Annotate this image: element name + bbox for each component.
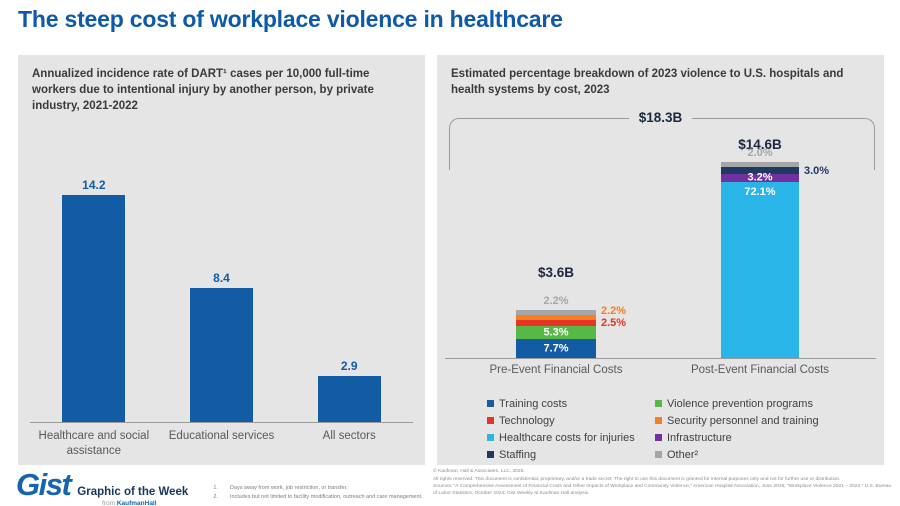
- legend-item: Security personnel and training: [655, 412, 819, 429]
- legend-label: Healthcare costs for injuries: [499, 431, 635, 444]
- right-chart-panel: Estimated percentage breakdown of 2023 v…: [437, 55, 884, 465]
- bar-segment: 7.7%: [516, 339, 596, 359]
- gist-logo: Gist: [16, 467, 72, 502]
- segment-label-above: 2.0%: [747, 147, 773, 160]
- stacked-bar-column: $3.6B 2.2% 5.3% 7.7% 2.5% 2.2%: [516, 265, 626, 359]
- legend-item: Infrastructure: [655, 429, 819, 446]
- bar-column: 2.9: [285, 359, 413, 423]
- legend-swatch: [655, 400, 662, 408]
- bar-value-label: 8.4: [213, 271, 230, 286]
- bar-segment: [721, 167, 799, 175]
- bar: [190, 288, 253, 423]
- bar-segment: [516, 309, 596, 316]
- fineprint-line: Sources: “A Comprehensive Assessment of …: [433, 484, 892, 496]
- bar: [62, 195, 126, 423]
- legend-swatch: [655, 451, 662, 459]
- category-label: Healthcare and social assistance: [38, 430, 150, 458]
- segment-label-right: 2.2%: [601, 305, 627, 318]
- category-label: All sectors: [322, 430, 376, 443]
- bar: [317, 376, 381, 423]
- legend-swatch: [487, 400, 494, 408]
- legend-label: Technology: [499, 414, 555, 427]
- segment-label-right: 2.5%: [601, 317, 627, 330]
- right-chart-header: Estimated percentage breakdown of 2023 v…: [451, 68, 844, 97]
- legend-item: Technology: [487, 412, 655, 429]
- left-chart-bars: 14.2 8.4 2.9: [30, 138, 413, 424]
- legend-swatch: [655, 434, 662, 442]
- legend-swatch: [487, 434, 494, 442]
- segment-label-above: 2.2%: [543, 294, 569, 307]
- copyright-sources: © Kaufman, Hall & Associates, LLC, 2025.…: [433, 469, 893, 498]
- segment-label: 7.7%: [543, 342, 569, 355]
- bar-value-label: 2.9: [340, 359, 358, 374]
- bar-total-label: $3.6B: [537, 264, 575, 280]
- footnote-text: Days away from work, job restriction, or…: [230, 485, 348, 491]
- footnotes: 1. Days away from work, job restriction, …: [208, 484, 448, 502]
- legend-column-2: Violence prevention programs Security per…: [655, 395, 819, 463]
- legend-item: Staffing: [487, 446, 655, 463]
- bar-segment: 5.3%: [516, 326, 596, 340]
- bar-segment: 72.1%: [721, 182, 799, 359]
- legend-item: Other²: [655, 446, 819, 463]
- footnote: 1. Days away from work, job restriction, …: [208, 484, 448, 493]
- category-label: Pre-Event Financial Costs: [489, 364, 623, 377]
- footnote-number: 1.: [213, 485, 218, 491]
- page-title: The steep cost of workplace violence in …: [18, 6, 563, 32]
- logo-row: Gist Graphic of the Week: [16, 467, 188, 503]
- footnote-text: Includes but not limited to facility mod…: [230, 493, 423, 500]
- legend-item: Violence prevention programs: [655, 395, 819, 412]
- footer: Gist Graphic of the Week from KaufmanHall…: [0, 467, 900, 506]
- category-label: Educational services: [168, 430, 275, 443]
- fineprint-line: © Kaufman, Hall & Associates, LLC, 2025.: [433, 469, 525, 474]
- footnote-number: 2.: [213, 493, 218, 500]
- graphic-of-the-week-label: Graphic of the Week: [77, 486, 189, 498]
- bar-segment: 3.2%: [721, 171, 799, 184]
- legend-item: Training costs: [487, 395, 655, 412]
- left-chart-labels: Healthcare and social assistance Educatio…: [30, 429, 413, 459]
- legend-label: Violence prevention programs: [667, 397, 813, 410]
- bar-stack: 5.3% 7.7%: [516, 309, 596, 359]
- legend-column-1: Training costs Technology Healthcare costs…: [487, 395, 655, 463]
- bar-segment: [721, 162, 799, 168]
- left-chart-panel: Annualized incidence rate of DART¹ cases…: [18, 55, 425, 465]
- legend: Training costs Technology Healthcare costs…: [487, 395, 884, 463]
- x-axis-line: [445, 358, 876, 360]
- bracket-total-label: $18.3B: [628, 110, 693, 126]
- legend-label: Security personnel and training: [667, 414, 819, 427]
- segment-label-right: 3.0%: [804, 164, 830, 177]
- gist-logo-block: Gist Graphic of the Week from KaufmanHall: [16, 467, 188, 506]
- bar-value-label: 14.2: [82, 178, 106, 193]
- bar-segment: [516, 320, 596, 327]
- legend-swatch: [487, 451, 494, 459]
- kaufmanhall-wordmark: KaufmanHall: [116, 500, 157, 506]
- legend-swatch: [487, 417, 494, 425]
- stacked-bar-column: $14.6B 2.0% 3.2% 72.1% 3.0%: [721, 137, 829, 359]
- legend-item: Healthcare costs for injuries: [487, 429, 655, 446]
- legend-label: Staffing: [499, 448, 537, 461]
- legend-swatch: [655, 417, 662, 425]
- right-chart-area: $18.3B $3.6B 2.2% 5.3% 7.7% 2.5% 2.2% Pre-Even…: [437, 106, 884, 376]
- from-word: from: [102, 500, 115, 506]
- left-chart-header: Annualized incidence rate of DART¹ cases…: [32, 68, 374, 113]
- legend-label: Other²: [667, 448, 699, 461]
- bar-total-label: $14.6B: [738, 137, 782, 153]
- bar-column: 14.2: [30, 178, 158, 423]
- segment-label: 72.1%: [744, 186, 776, 199]
- category-label: Post-Event Financial Costs: [690, 364, 830, 377]
- footnote: 2. Includes but not limited to facility m…: [208, 493, 448, 502]
- legend-label: Training costs: [499, 397, 568, 410]
- bar-column: 8.4: [158, 271, 286, 423]
- bar-stack: 3.2% 72.1%: [721, 162, 799, 359]
- from-kaufmanhall-line: from KaufmanHall: [102, 500, 188, 506]
- legend-label: Infrastructure: [667, 431, 732, 444]
- fineprint-line: All rights reserved. This document is co…: [433, 476, 841, 482]
- segment-label: 5.3%: [543, 326, 569, 339]
- segment-label: 3.2%: [747, 171, 773, 184]
- bar-segment: [516, 315, 596, 321]
